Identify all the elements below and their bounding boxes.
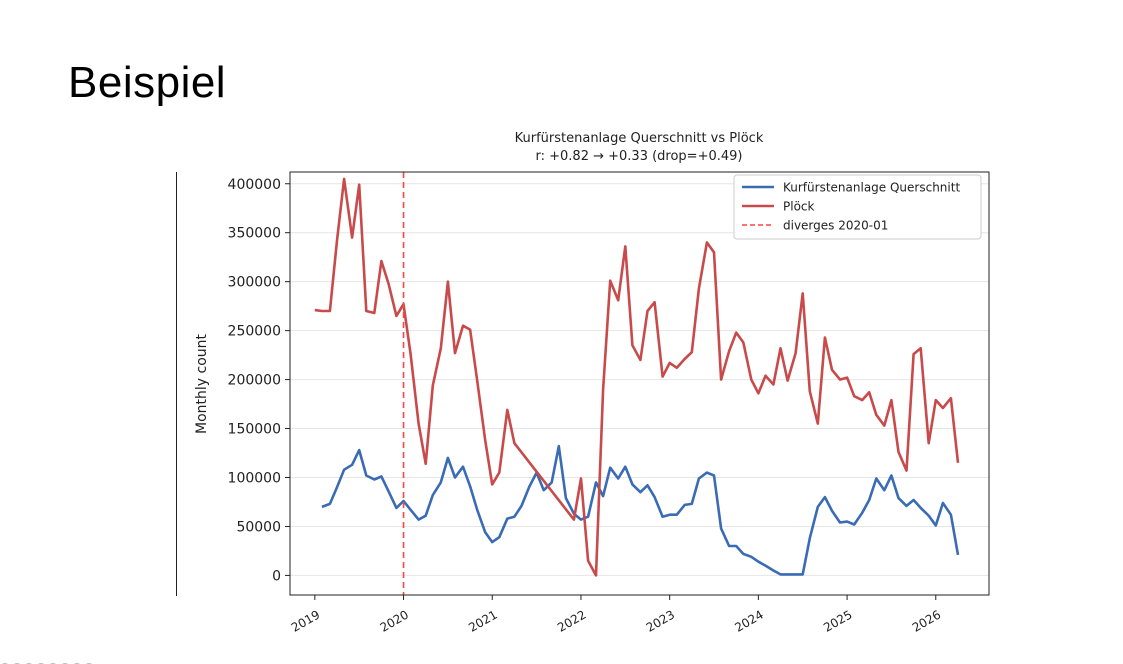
legend-label: diverges 2020-01 xyxy=(783,219,888,233)
y-tick-label: 100000 xyxy=(228,471,281,487)
y-tick-label: 0 xyxy=(272,568,281,584)
chart-subtitle: r: +0.82 → +0.33 (drop=+0.49) xyxy=(536,149,743,164)
y-tick-label: 150000 xyxy=(228,422,281,438)
y-tick-label: 50000 xyxy=(236,519,281,535)
x-tick-label: 2024 xyxy=(732,607,765,634)
x-tick-label: 2020 xyxy=(378,607,411,634)
legend-box xyxy=(733,174,982,240)
series-layer xyxy=(314,177,960,577)
y-tick-label: 400000 xyxy=(228,177,281,193)
y-tick-label: 350000 xyxy=(228,226,281,242)
x-tick-label: 2019 xyxy=(289,607,322,634)
legend-label: Plöck xyxy=(783,200,815,214)
x-tick-label: 2025 xyxy=(821,607,854,634)
plot-frame xyxy=(289,171,990,596)
x-tick-label: 2026 xyxy=(910,607,943,634)
legend: Kurfürstenanlage Querschnitt Plöck diverge… xyxy=(733,174,982,240)
series-line-2 xyxy=(314,177,960,577)
x-tick-label: 2021 xyxy=(466,607,499,634)
y-tick-label: 300000 xyxy=(228,275,281,291)
x-tick-label: 2022 xyxy=(555,607,588,634)
x-axis-ticks: 2019 2020 2021 2022 2023 2024 2025 2026 xyxy=(289,595,943,635)
legend-label: Kurfürstenanlage Querschnitt xyxy=(783,181,960,195)
y-axis-label: Monthly count xyxy=(194,333,210,434)
y-axis-ticks: 0 50000 100000 150000 200000 250000 300000 3500… xyxy=(228,177,290,584)
slide-nav-dots xyxy=(0,658,120,664)
slide-divider xyxy=(176,172,177,596)
y-tick-label: 200000 xyxy=(228,373,281,389)
x-tick-label: 2023 xyxy=(644,607,677,634)
grid-lines xyxy=(290,183,989,576)
chart-title: Kurfürstenanlage Querschnitt vs Plöck xyxy=(515,131,764,146)
series-line-1 xyxy=(321,444,960,576)
slide-title: Beispiel xyxy=(68,58,227,107)
y-tick-label: 250000 xyxy=(228,324,281,340)
